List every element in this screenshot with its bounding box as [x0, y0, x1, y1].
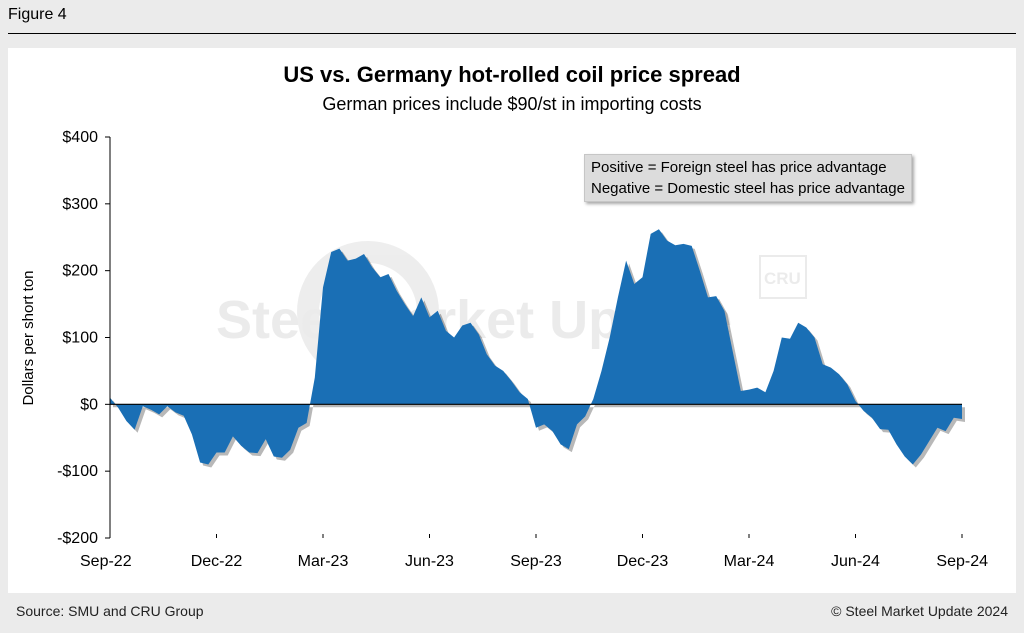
x-tick-label: Jun-23	[405, 553, 454, 570]
y-tick-label: $100	[62, 330, 98, 347]
x-tick-label: Jun-24	[831, 553, 880, 570]
area-layer	[110, 229, 965, 468]
x-tick-label: Mar-24	[724, 553, 775, 570]
chart-subtitle: German prices include $90/st in importin…	[322, 94, 702, 114]
legend: Positive = Foreign steel has price advan…	[584, 154, 912, 202]
x-tick-label: Dec-22	[191, 553, 243, 570]
chart-title: US vs. Germany hot-rolled coil price spr…	[283, 62, 741, 87]
y-tick-label: -$100	[57, 463, 98, 480]
y-axis-title: Dollars per short ton	[20, 270, 37, 405]
y-tick-label: -$200	[57, 530, 98, 547]
x-tick-label: Sep-24	[936, 553, 988, 570]
y-tick-label: $0	[80, 396, 98, 413]
copyright-note: © Steel Market Update 2024	[831, 603, 1008, 619]
y-tick-label: $300	[62, 196, 98, 213]
watermark-badge: CRU	[764, 269, 801, 288]
spread-area	[110, 229, 962, 465]
figure-label: Figure 4	[8, 6, 67, 23]
watermark-badge-icon	[759, 255, 807, 299]
x-tick-label: Sep-22	[80, 553, 132, 570]
figure-rule	[8, 33, 1016, 34]
x-tick-label: Sep-23	[510, 553, 562, 570]
legend-line-negative: Negative = Domestic steel has price adva…	[591, 180, 905, 197]
y-tick-label: $400	[62, 129, 98, 146]
axis-layer	[105, 136, 963, 539]
label-layer: $400 $300 $200 $100 $0 -$100 -$200 Sep-22 Dec-22…	[57, 129, 988, 570]
x-tick-label: Dec-23	[617, 553, 669, 570]
legend-line-positive: Positive = Foreign steel has price advan…	[591, 159, 887, 176]
x-tick-label: Mar-23	[298, 553, 349, 570]
y-tick-label: $200	[62, 263, 98, 280]
chart-panel	[8, 48, 1016, 593]
source-note: Source: SMU and CRU Group	[16, 603, 204, 619]
